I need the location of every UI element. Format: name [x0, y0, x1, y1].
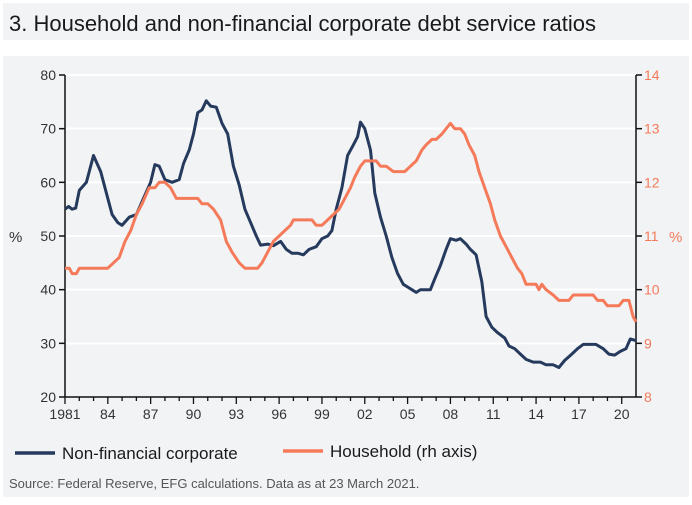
chart-panel — [3, 56, 689, 497]
series-line-corporate — [64, 99, 637, 369]
source-note: Source: Federal Reserve, EFG calculation… — [9, 476, 419, 491]
x-tick-label: 87 — [143, 406, 159, 422]
chart-title: 3. Household and non-financial corporate… — [9, 11, 596, 36]
y2-axis-label: % — [669, 229, 682, 246]
y2-tick-label: 9 — [644, 335, 652, 351]
y-tick-label: 80 — [40, 67, 56, 83]
y2-tick-label: 12 — [644, 174, 660, 190]
title-background — [3, 3, 689, 40]
x-tick-label: 84 — [100, 406, 116, 422]
x-tick-label: 20 — [614, 406, 630, 422]
y2-tick-label: 8 — [644, 389, 652, 405]
y-tick-label: 40 — [40, 282, 56, 298]
x-tick-label: 1981 — [49, 406, 80, 422]
x-tick-label: 05 — [400, 406, 416, 422]
legend-label-household: Household (rh axis) — [330, 442, 477, 461]
legend: Non-financial corporate Household (rh ax… — [15, 442, 477, 463]
x-tick-label: 93 — [229, 406, 245, 422]
x-tick-label: 14 — [528, 406, 544, 422]
y-tick-label: 70 — [40, 121, 56, 137]
x-tick-label: 17 — [571, 406, 587, 422]
x-tick-label: 99 — [314, 406, 330, 422]
y2-tick-label: 10 — [644, 282, 660, 298]
x-tick-label: 90 — [186, 406, 202, 422]
y-tick-label: 20 — [40, 389, 56, 405]
x-tick-label: 11 — [486, 406, 501, 422]
y-tick-label: 60 — [40, 174, 56, 190]
series-line-household — [65, 121, 638, 323]
y-tick-label: 50 — [40, 228, 56, 244]
y-axis-label: % — [9, 229, 22, 246]
x-tick-label: 96 — [271, 406, 287, 422]
x-tick-label: 08 — [443, 406, 459, 422]
x-tick-label: 02 — [357, 406, 373, 422]
legend-label-corporate: Non-financial corporate — [62, 444, 238, 463]
y-tick-label: 30 — [40, 335, 56, 351]
y2-tick-label: 11 — [644, 228, 659, 244]
y2-tick-label: 13 — [644, 121, 660, 137]
y2-tick-label: 14 — [644, 67, 660, 83]
